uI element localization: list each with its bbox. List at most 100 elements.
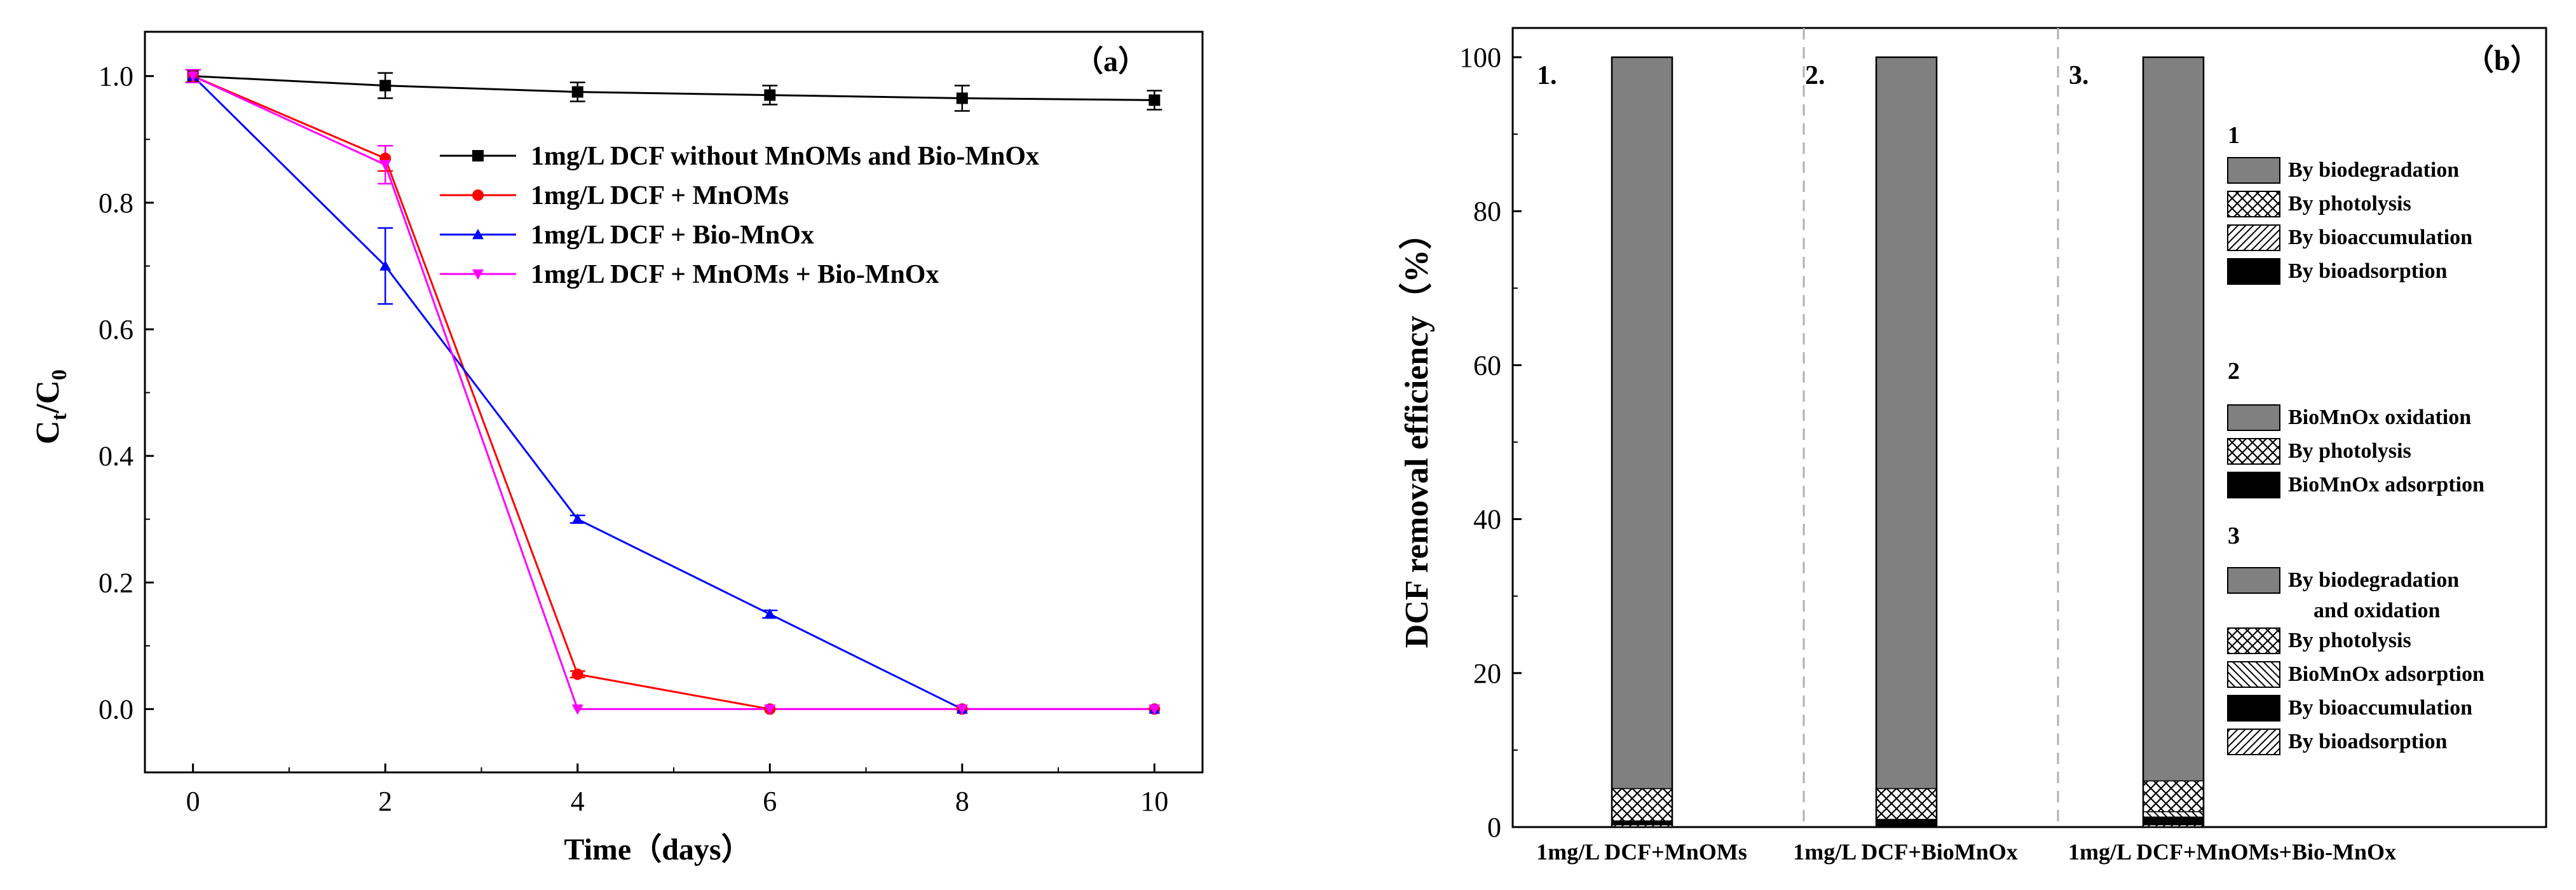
a-y-tick-label: 0.6 (99, 314, 133, 345)
a-series-line-0 (193, 75, 1155, 102)
a-axis-ticks (145, 75, 1155, 772)
b-category-label-3: 1mg/L DCF+MnOMs+Bio-MnOx (2068, 839, 2396, 865)
panel-b-stacked-bar-chart: 0 20 40 60 80 100 （b） DCF removal efficiency（… (1398, 27, 2547, 865)
plot-frame-b (1511, 27, 2547, 828)
b-legend-swatch-1-3 (2227, 258, 2280, 285)
a-markers (187, 70, 1161, 715)
a-data-point (571, 86, 583, 98)
b-bar-2-segment-1 (1876, 788, 1937, 820)
b-y-tick-label: 0 (1487, 812, 1501, 843)
b-y-tick-label: 60 (1473, 350, 1501, 381)
b-bar-1-segment-2 (1611, 788, 1673, 822)
a-data-point (571, 704, 583, 715)
a-data-point (956, 92, 968, 104)
a-x-tick-label: 4 (571, 786, 585, 817)
b-legend-label-1-2: By bioaccumulation (2288, 226, 2472, 249)
b-legend-title-2: 2 (2228, 358, 2240, 385)
a-data-point (571, 513, 583, 524)
b-bar-3-segment-1 (2143, 816, 2204, 826)
b-category-label-1: 1mg/L DCF+MnOMs (1536, 839, 1747, 865)
a-data-point (1148, 704, 1161, 715)
b-bar-outline-3 (2142, 56, 2205, 828)
b-legend-title-3: 3 (2228, 523, 2240, 549)
b-tick-labels: 0 20 40 60 80 100 (1459, 42, 1501, 843)
b-legend-swatch-3-0 (2227, 567, 2280, 594)
b-y-tick-label: 40 (1473, 504, 1501, 535)
b-legend-label-3-0: By biodegradation (2288, 568, 2459, 592)
a-data-point (1148, 94, 1161, 106)
a-series-line-2 (192, 75, 1155, 710)
a-data-point (187, 71, 199, 82)
a-data-point (956, 704, 968, 715)
a-panel-label: （a） (1074, 45, 1147, 78)
b-legend-label-1-1: By photolysis (2288, 192, 2411, 216)
a-legend-label-2: 1mg/L DCF + Bio-MnOx (531, 221, 814, 250)
a-x-axis-label: Time（days） (564, 833, 751, 866)
b-y-tick-label: 80 (1473, 196, 1501, 227)
b-legend-swatch-1-1 (2227, 191, 2280, 217)
a-legend-marker-1 (472, 189, 484, 201)
b-axis-ticks (1513, 56, 1522, 828)
a-x-tick-label: 0 (186, 786, 200, 817)
a-legend-label-0: 1mg/L DCF without MnOMs and Bio-MnOx (531, 142, 1039, 171)
b-bar-outline-2 (1875, 56, 1938, 828)
b-legend-swatch-1-0 (2227, 157, 2280, 184)
a-data-point (571, 668, 583, 680)
b-legend-label-3-0: and oxidation (2314, 599, 2440, 622)
a-y-tick-label: 1.0 (99, 61, 133, 92)
a-data-point (379, 160, 392, 171)
b-legend-swatch-3-4 (2227, 729, 2280, 755)
b-bar-2-segment-0 (1876, 819, 1937, 828)
b-group-numbers: 1. 2. 3. (1537, 61, 2089, 90)
b-bar-3-segment-3 (2143, 780, 2204, 812)
b-legend-swatch-2-2 (2227, 472, 2280, 498)
a-legend-marker-2 (472, 229, 484, 240)
b-legend-label-3-3: By bioaccumulation (2288, 696, 2472, 720)
a-series-line-1 (193, 75, 1155, 710)
a-data-point (379, 79, 392, 92)
b-legend-swatch-1-2 (2227, 224, 2280, 251)
b-legend-swatch-2-0 (2227, 404, 2280, 431)
a-data-point (764, 608, 776, 619)
a-y-tick-label: 0.2 (99, 567, 133, 598)
b-y-tick-label: 100 (1459, 42, 1501, 73)
a-tick-labels: 0 2 4 6 8 10 0.0 0.2 0.4 0.6 0.8 1.0 (99, 61, 1168, 817)
b-bar-3-segment-4 (2143, 57, 2204, 782)
a-legend-label-3: 1mg/L DCF + MnOMs + Bio-MnOx (531, 260, 939, 289)
b-legend-title-1: 1 (2228, 122, 2240, 149)
b-category-label-2: 1mg/L DCF+BioMnOx (1793, 839, 2018, 865)
b-category-labels: 1mg/L DCF+MnOMs 1mg/L DCF+BioMnOx 1mg/L DC… (1536, 839, 2396, 865)
a-legend-marker-3 (472, 269, 484, 280)
panel-a-line-chart: 0 2 4 6 8 10 0.0 0.2 0.4 0.6 0.8 1.0 （a） Time（days）… (30, 31, 1204, 866)
b-legend-swatch-3-1 (2227, 627, 2280, 654)
b-bar-1-segment-3 (1611, 57, 1673, 790)
a-data-point (764, 704, 776, 715)
b-y-tick-label: 20 (1473, 658, 1501, 689)
b-legend-label-3-1: By photolysis (2288, 629, 2411, 652)
a-legend: 1mg/L DCF without MnOMs and Bio-MnOx 1mg/… (440, 142, 1039, 289)
b-group-number-2: 2. (1805, 61, 1825, 90)
b-legend-label-1-0: By biodegradation (2288, 158, 2459, 182)
a-legend-label-1: 1mg/L DCF + MnOMs (531, 181, 789, 210)
a-x-tick-label: 8 (955, 786, 969, 817)
b-group-number-1: 1. (1537, 61, 1557, 90)
b-legend-label-3-2: BioMnOx adsorption (2288, 662, 2484, 686)
a-y-tick-label: 0.4 (99, 441, 133, 472)
b-legend-swatch-3-2 (2227, 661, 2280, 688)
a-data-point (379, 260, 392, 271)
b-panel-label: （b） (2465, 44, 2540, 76)
b-legend-swatch-2-1 (2227, 438, 2280, 465)
a-series-line-3 (193, 75, 1155, 710)
a-x-tick-label: 10 (1140, 786, 1168, 817)
b-bar-outline-1 (1611, 56, 1673, 828)
a-y-tick-label: 0.8 (99, 188, 133, 219)
b-bars (1611, 56, 2205, 828)
a-y-axis-label: Ct/C0 (30, 369, 71, 444)
b-legend-label-2-1: By photolysis (2288, 439, 2411, 463)
b-group-number-3: 3. (2069, 61, 2089, 90)
b-bar-2-segment-2 (1876, 57, 1937, 790)
a-data-point (764, 89, 776, 101)
b-y-axis-label: DCF removal efficiency（%） (1398, 217, 1435, 648)
b-legend-label-3-4: By bioadsorption (2288, 730, 2447, 753)
